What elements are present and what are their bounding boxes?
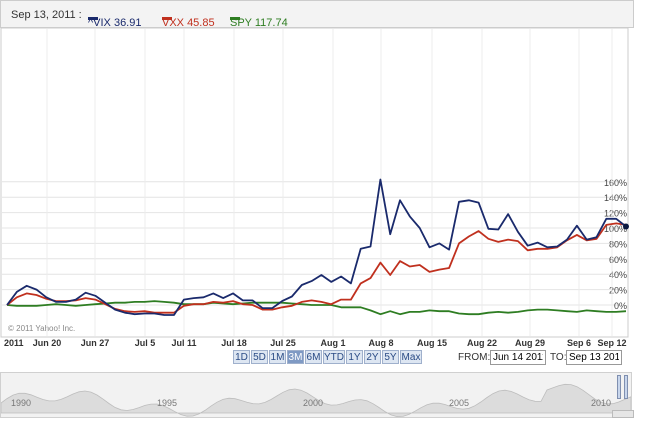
navigator-year-label: 1995 bbox=[157, 398, 177, 408]
series-line-spy bbox=[6, 300, 627, 316]
line-chart[interactable]: © 2011 Yahoo! Inc. 160% 140% 120% 100% 80% 60… bbox=[0, 0, 660, 350]
navigator-scroll-grip[interactable] bbox=[612, 410, 634, 418]
navigator-sparkline: 1990 1995 2000 2005 2010 bbox=[1, 383, 631, 417]
x-tick-label: Jul 11 bbox=[171, 338, 196, 348]
range-button-1d[interactable]: 1D bbox=[233, 350, 250, 364]
from-label: FROM: bbox=[458, 352, 491, 363]
navigator-year-label: 2010 bbox=[591, 398, 611, 408]
range-button-max[interactable]: Max bbox=[400, 350, 422, 364]
y-tick-label: 140% bbox=[604, 193, 627, 203]
x-tick-label: Sep 12 bbox=[597, 338, 626, 348]
y-tick-label: 120% bbox=[604, 209, 627, 219]
vxx-swatch-icon bbox=[162, 17, 172, 20]
spy-swatch-icon bbox=[230, 17, 240, 20]
navigator-right-handle[interactable] bbox=[624, 375, 628, 399]
plot-border bbox=[0, 27, 629, 338]
x-tick-label: Aug 22 bbox=[467, 338, 497, 348]
navigator-year-label: 1990 bbox=[11, 398, 31, 408]
y-tick-label: 80% bbox=[609, 239, 627, 249]
x-tick-label: Aug 1 bbox=[320, 338, 345, 348]
x-tick-label: Jul 18 bbox=[221, 338, 247, 348]
range-button-5y[interactable]: 5Y bbox=[382, 350, 399, 364]
vix-swatch-icon bbox=[88, 17, 98, 20]
to-label: TO: bbox=[550, 352, 567, 363]
y-tick-label: 40% bbox=[609, 270, 627, 280]
x-tick-label: Jun 20 bbox=[33, 338, 62, 348]
x-tick-label: Aug 8 bbox=[368, 338, 393, 348]
to-date-input[interactable] bbox=[566, 350, 622, 365]
x-tick-label: Jul 25 bbox=[270, 338, 296, 348]
range-button-3m[interactable]: 3M bbox=[287, 350, 304, 364]
legend-bar: Sep 13, 2011 : ^VIX 36.91 VXX 45.85 SPY … bbox=[0, 0, 634, 29]
x-tick-label: Aug 29 bbox=[515, 338, 545, 348]
navigator-year-label: 2000 bbox=[303, 398, 323, 408]
legend-label-spy: SPY 117.74 bbox=[230, 17, 288, 29]
y-tick-label: 100% bbox=[604, 224, 627, 234]
x-tick-label: Jul 5 bbox=[135, 338, 156, 348]
x-tick-label: Jun 27 bbox=[81, 338, 110, 348]
series-end-marker bbox=[623, 223, 629, 230]
range-button-1y[interactable]: 1Y bbox=[346, 350, 363, 364]
legend-date: Sep 13, 2011 : bbox=[11, 9, 82, 21]
from-date-input[interactable] bbox=[490, 350, 546, 365]
series-line-vix bbox=[6, 178, 627, 316]
range-button-1m[interactable]: 1M bbox=[269, 350, 286, 364]
legend-label-vix: ^VIX 36.91 bbox=[88, 17, 142, 29]
y-tick-label: 20% bbox=[609, 286, 627, 296]
navigator-year-label: 2005 bbox=[449, 398, 469, 408]
x-tick-label: Sep 6 bbox=[567, 338, 591, 348]
range-button-ytd[interactable]: YTD bbox=[323, 350, 345, 364]
y-tick-label: 160% bbox=[604, 178, 627, 188]
legend-label-vxx: VXX 45.85 bbox=[162, 17, 215, 29]
x-tick-label: Aug 15 bbox=[417, 338, 447, 348]
x-tick-label: 2011 bbox=[4, 338, 24, 348]
range-button-5d[interactable]: 5D bbox=[251, 350, 268, 364]
y-tick-label: 60% bbox=[609, 255, 627, 265]
copyright-text: © 2011 Yahoo! Inc. bbox=[8, 324, 75, 333]
y-tick-label: 0% bbox=[614, 301, 627, 311]
range-button-6m[interactable]: 6M bbox=[305, 350, 322, 364]
navigator-left-handle[interactable] bbox=[617, 375, 621, 399]
range-button-2y[interactable]: 2Y bbox=[364, 350, 381, 364]
navigator[interactable]: 1990 1995 2000 2005 2010 bbox=[0, 372, 632, 418]
